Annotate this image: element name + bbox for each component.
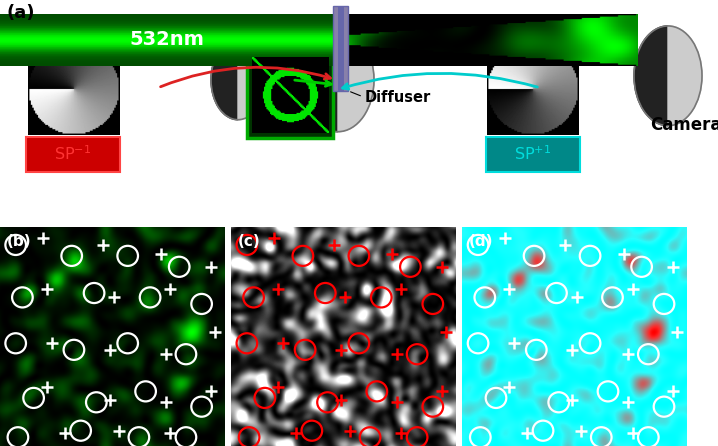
Polygon shape (211, 40, 238, 120)
FancyBboxPatch shape (247, 52, 333, 138)
Text: Camera: Camera (650, 116, 718, 134)
Text: $\mathrm{SP^{-1}}$: $\mathrm{SP^{-1}}$ (55, 145, 92, 164)
Polygon shape (668, 26, 702, 126)
Polygon shape (238, 40, 265, 120)
Polygon shape (302, 28, 338, 132)
Polygon shape (78, 40, 105, 120)
Bar (333, 6, 348, 91)
Text: (d): (d) (469, 234, 493, 249)
Text: 532nm: 532nm (129, 30, 205, 50)
Polygon shape (517, 40, 544, 120)
Text: (b): (b) (6, 234, 32, 249)
Polygon shape (634, 26, 668, 126)
Text: $\mathrm{SP^{+1}}$: $\mathrm{SP^{+1}}$ (514, 145, 551, 164)
Bar (338, 6, 344, 91)
Polygon shape (51, 40, 78, 120)
Text: Diffuser: Diffuser (365, 90, 432, 105)
Polygon shape (338, 28, 374, 132)
FancyBboxPatch shape (486, 136, 580, 172)
FancyBboxPatch shape (26, 136, 120, 172)
Text: (a): (a) (6, 4, 34, 22)
Text: (c): (c) (238, 234, 261, 249)
Polygon shape (544, 40, 571, 120)
